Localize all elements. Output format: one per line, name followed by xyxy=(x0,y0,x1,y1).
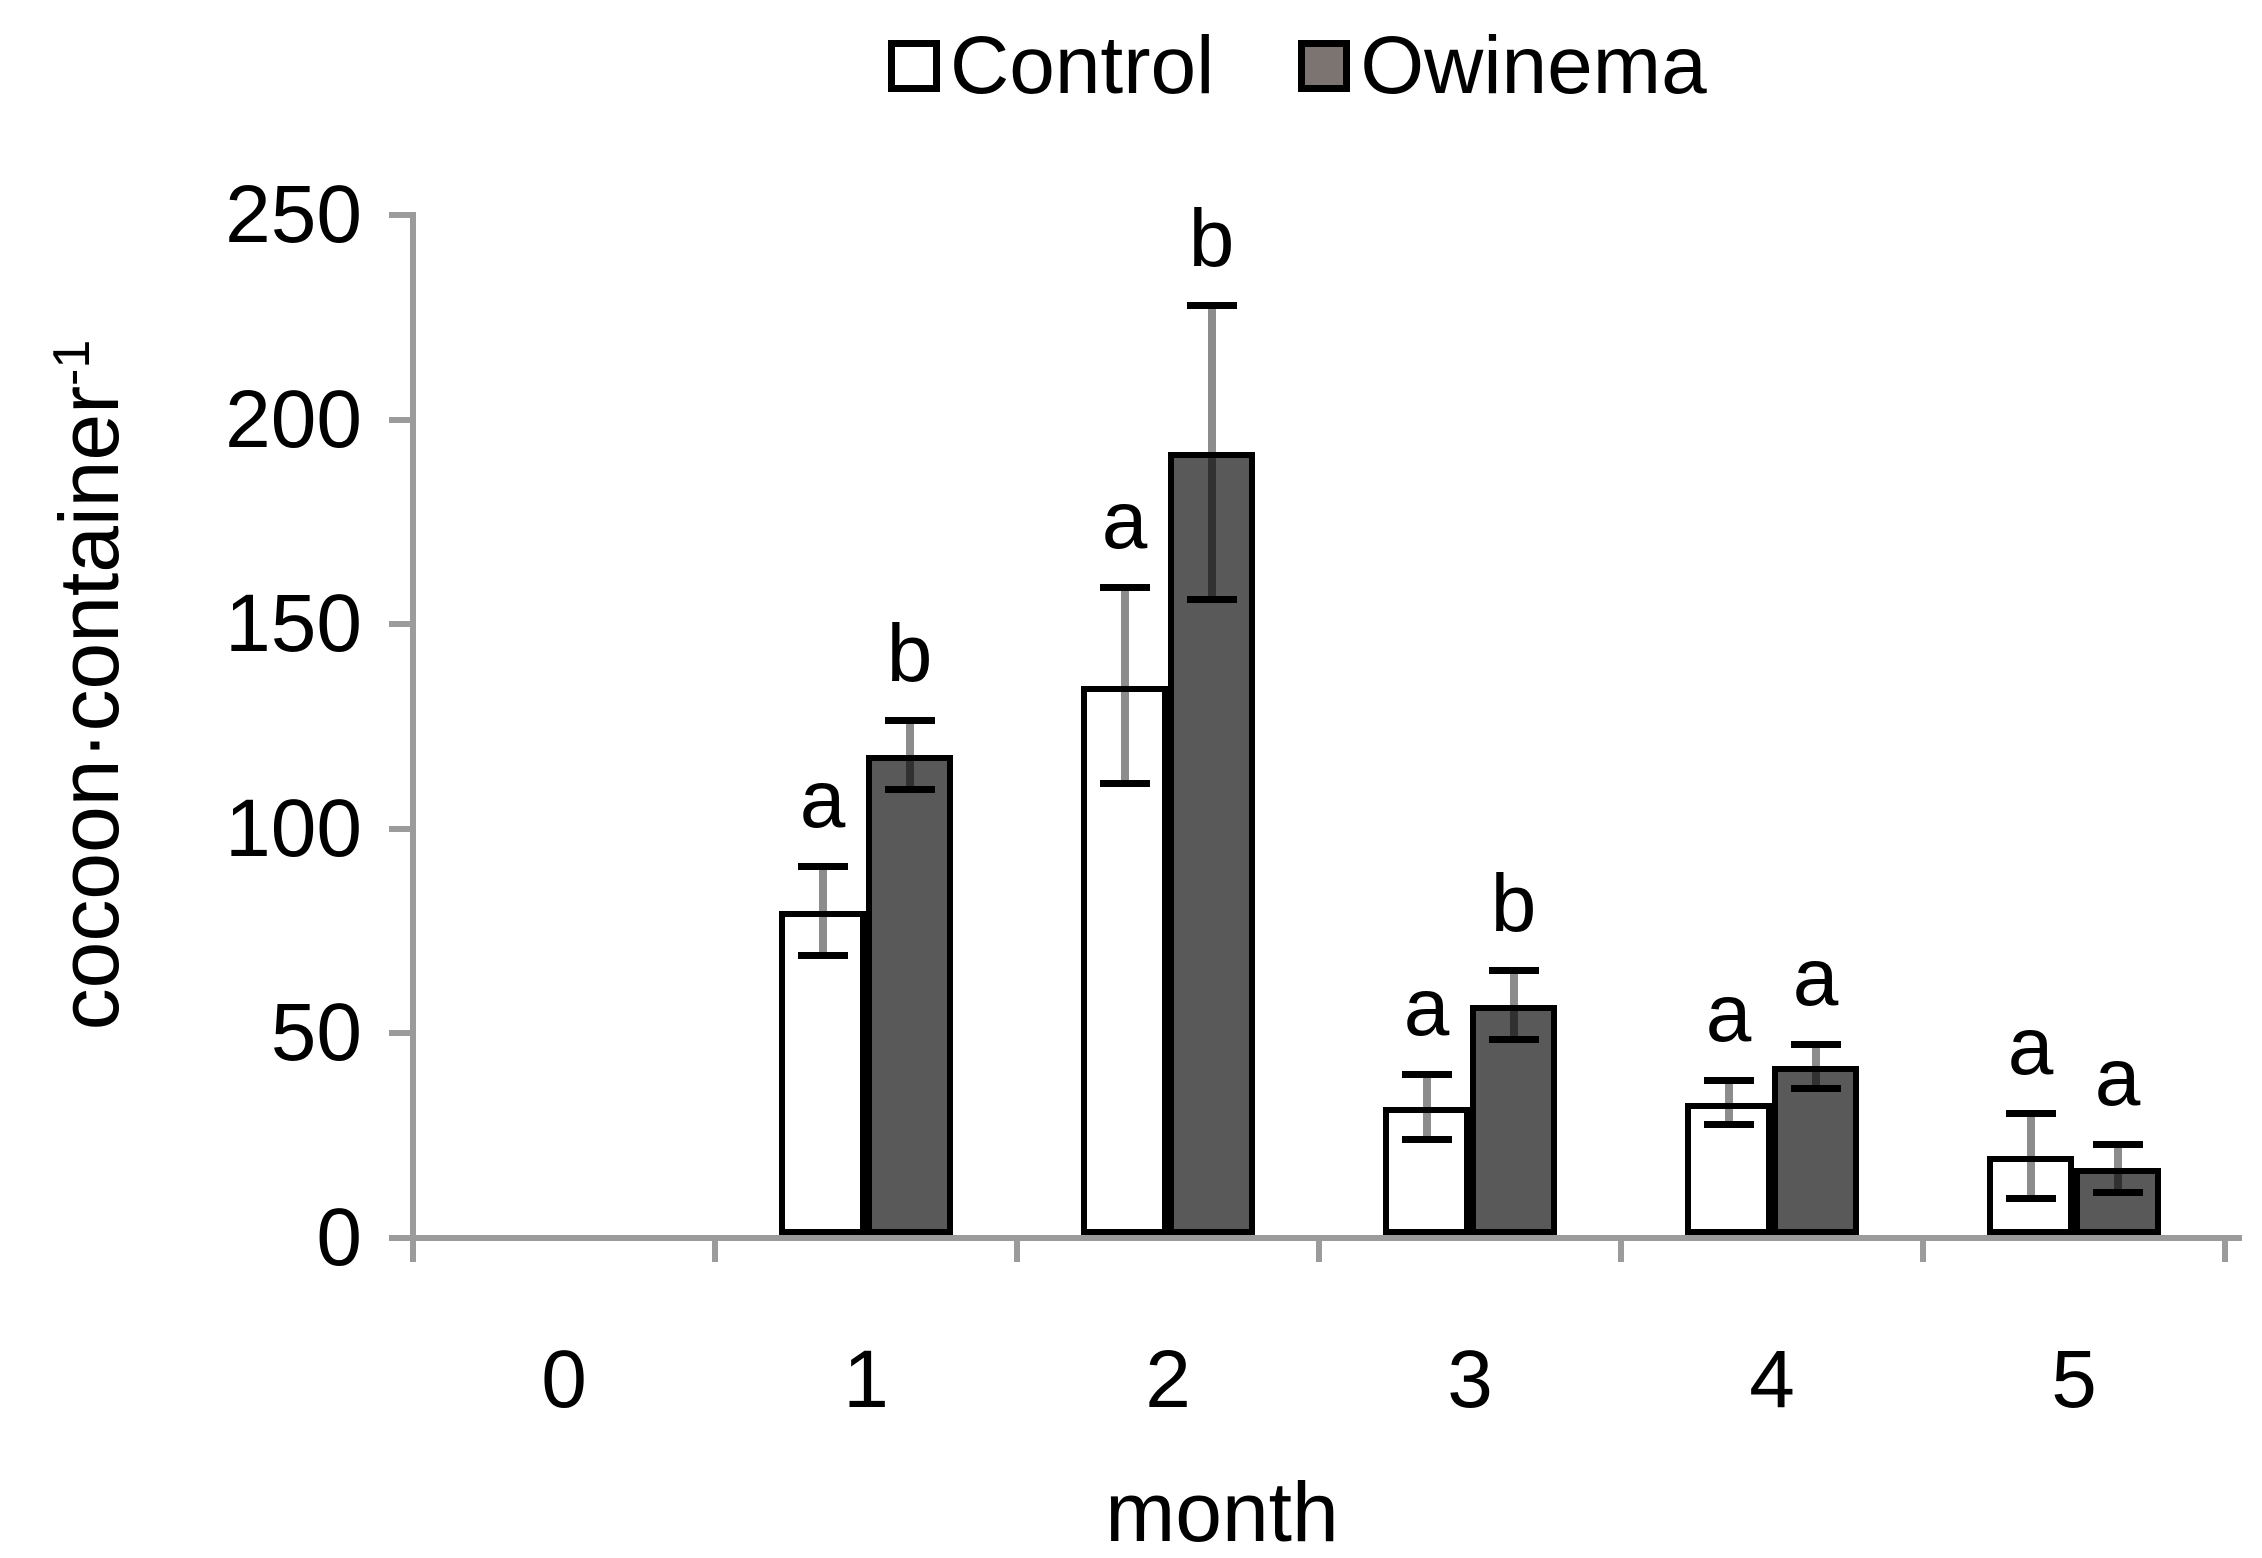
x-axis-tick xyxy=(2222,1235,2228,1262)
y-axis-line xyxy=(410,212,416,1260)
error-bar-cap-bottom xyxy=(797,951,848,959)
error-bar-cap-bottom xyxy=(1186,595,1237,603)
significance-letter: a xyxy=(2094,1031,2141,1123)
x-axis-tick-label: 1 xyxy=(843,1334,889,1425)
significance-letter: a xyxy=(799,753,846,845)
error-bar-cap-top xyxy=(797,862,848,870)
x-axis-tick xyxy=(1316,1235,1322,1262)
error-bar-line xyxy=(1207,305,1216,600)
error-bar-line xyxy=(1120,587,1129,784)
bar-owinema-month-3 xyxy=(1470,1004,1557,1235)
x-axis-tick xyxy=(1618,1235,1624,1262)
x-axis-tick xyxy=(1920,1235,1926,1262)
y-axis-tick xyxy=(389,621,413,628)
chart-legend: Control Owinema xyxy=(888,22,1707,110)
y-axis-tick xyxy=(389,212,413,218)
bar-control-month-3 xyxy=(1383,1107,1470,1235)
error-bar-cap-top xyxy=(2005,1110,2056,1118)
error-bar-cap-bottom xyxy=(2005,1195,2056,1203)
error-bar-line xyxy=(905,720,914,790)
error-bar-cap-top xyxy=(1099,584,1150,592)
significance-letter: b xyxy=(1188,193,1235,285)
x-axis-tick-label: 4 xyxy=(1749,1334,1795,1425)
significance-letter: a xyxy=(1792,931,1839,1023)
error-bar-line xyxy=(2113,1143,2122,1193)
x-axis-tick-label: 3 xyxy=(1447,1334,1493,1425)
x-axis-tick-label: 5 xyxy=(2051,1334,2097,1425)
error-bar-cap-bottom xyxy=(1488,1035,1539,1043)
significance-letter: a xyxy=(2007,1001,2054,1093)
bar-control-month-4 xyxy=(1685,1102,1772,1235)
error-bar-cap-bottom xyxy=(1099,779,1150,787)
error-bar-cap-top xyxy=(1703,1077,1754,1085)
bar-owinema-month-2 xyxy=(1168,452,1255,1235)
bar-control-month-5 xyxy=(1987,1156,2074,1235)
error-bar-line xyxy=(1724,1080,1733,1126)
x-axis-tick xyxy=(410,1235,416,1262)
error-bar-line xyxy=(1509,969,1518,1040)
bar-control-month-2 xyxy=(1081,685,1168,1235)
error-bar-line xyxy=(818,865,827,956)
y-axis-tick-label: 100 xyxy=(225,782,362,874)
significance-letter: b xyxy=(1490,857,1537,949)
bar-owinema-month-5 xyxy=(2074,1168,2161,1235)
y-axis-tick-label: 250 xyxy=(225,169,362,260)
x-axis-tick-label: 0 xyxy=(541,1334,587,1425)
bar-control-month-1 xyxy=(779,910,866,1235)
significance-letter: a xyxy=(1403,962,1450,1054)
legend-swatch-icon xyxy=(888,40,940,92)
legend-item-owinema: Owinema xyxy=(1298,20,1707,111)
error-bar-line xyxy=(1422,1074,1431,1140)
bar-owinema-month-1 xyxy=(866,755,953,1235)
significance-letter: b xyxy=(886,608,933,700)
error-bar-cap-top xyxy=(1488,966,1539,974)
error-bar-cap-bottom xyxy=(1401,1135,1452,1143)
y-axis-tick-label: 200 xyxy=(225,373,362,465)
error-bar-cap-top xyxy=(2092,1140,2143,1148)
y-axis-tick-label: 150 xyxy=(225,578,362,670)
error-bar-cap-bottom xyxy=(1703,1121,1754,1129)
y-axis-tick xyxy=(389,1235,413,1241)
error-bar-cap-bottom xyxy=(884,785,935,793)
error-bar-cap-bottom xyxy=(1790,1084,1841,1092)
y-axis-tick xyxy=(389,825,413,832)
y-axis-tick xyxy=(389,1030,413,1037)
y-axis-tick-label: 0 xyxy=(316,1192,362,1283)
error-bar-line xyxy=(1811,1043,1820,1089)
error-bar-cap-top xyxy=(884,717,935,725)
x-axis-tick xyxy=(1014,1235,1020,1262)
x-axis-tick xyxy=(712,1235,718,1262)
significance-letter: a xyxy=(1705,968,1752,1060)
legend-swatch-icon xyxy=(1298,40,1351,92)
significance-letter: a xyxy=(1101,475,1148,567)
error-bar-cap-top xyxy=(1186,302,1237,310)
legend-item-control: Control xyxy=(888,22,1214,110)
x-axis-tick-label: 2 xyxy=(1145,1334,1191,1425)
error-bar-cap-top xyxy=(1790,1040,1841,1048)
y-axis-title-text: cocoon·container xyxy=(42,385,136,1031)
y-axis-tick-label: 50 xyxy=(270,987,362,1079)
error-bar-line xyxy=(2026,1113,2035,1200)
bar-owinema-month-4 xyxy=(1772,1066,1859,1235)
x-axis-title: month xyxy=(1105,1465,1339,1558)
y-axis-tick xyxy=(389,416,413,423)
error-bar-cap-bottom xyxy=(2092,1188,2143,1196)
x-axis-line xyxy=(389,1235,2242,1241)
legend-label: Owinema xyxy=(1360,20,1707,111)
legend-label: Control xyxy=(950,20,1215,111)
error-bar-cap-top xyxy=(1401,1071,1452,1079)
y-axis-title-superscript: -1 xyxy=(43,339,101,386)
y-axis-title: cocoon·container-1 xyxy=(17,265,136,1105)
